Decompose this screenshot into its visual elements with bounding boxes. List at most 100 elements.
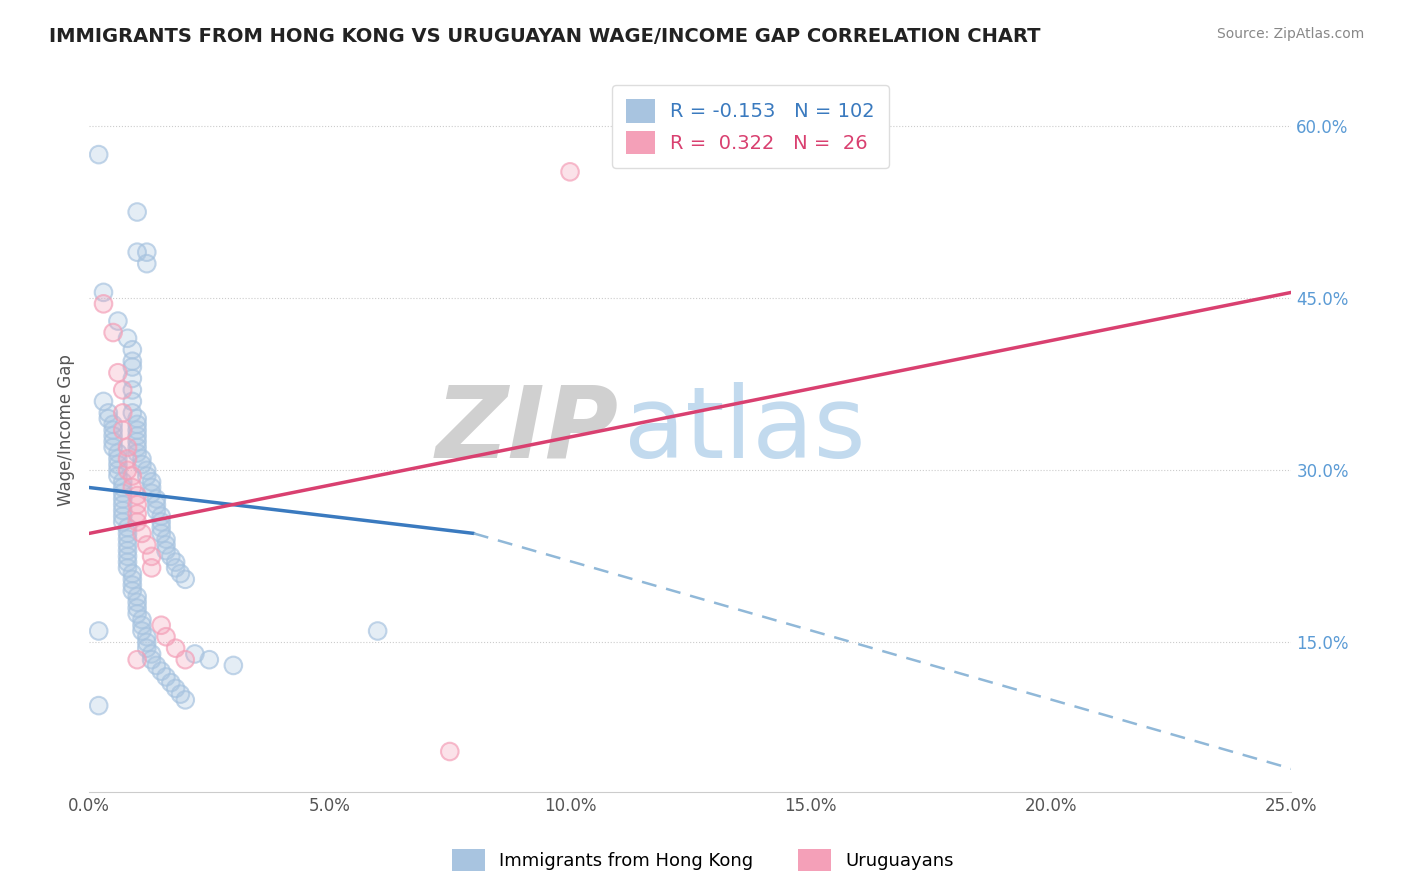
Point xyxy=(107,463,129,477)
Point xyxy=(117,538,139,552)
Text: IMMIGRANTS FROM HONG KONG VS URUGUAYAN WAGE/INCOME GAP CORRELATION CHART: IMMIGRANTS FROM HONG KONG VS URUGUAYAN W… xyxy=(49,27,1040,45)
Point xyxy=(131,451,153,466)
Point xyxy=(117,543,139,558)
Point xyxy=(155,538,177,552)
Point xyxy=(127,205,149,219)
Point xyxy=(121,583,143,598)
Point xyxy=(150,526,173,541)
Point xyxy=(155,543,177,558)
Point xyxy=(121,383,143,397)
Point xyxy=(121,583,143,598)
Legend: R = -0.153   N = 102, R =  0.322   N =  26: R = -0.153 N = 102, R = 0.322 N = 26 xyxy=(612,86,889,168)
Point xyxy=(222,658,245,673)
Point xyxy=(111,515,134,529)
Point xyxy=(111,503,134,517)
Point xyxy=(107,366,129,380)
Point xyxy=(111,509,134,524)
Point xyxy=(121,359,143,374)
Point xyxy=(155,532,177,546)
Point xyxy=(165,681,187,696)
Point xyxy=(135,257,157,271)
Point xyxy=(558,165,581,179)
Point xyxy=(117,526,139,541)
Point xyxy=(155,532,177,546)
Text: atlas: atlas xyxy=(624,382,866,479)
Point xyxy=(93,297,115,311)
Point xyxy=(145,503,167,517)
Point xyxy=(117,440,139,454)
Point xyxy=(121,566,143,581)
Point xyxy=(117,521,139,535)
Point xyxy=(150,618,173,632)
Point xyxy=(101,326,124,340)
Point xyxy=(101,423,124,437)
Point xyxy=(155,543,177,558)
Point xyxy=(127,423,149,437)
Point xyxy=(121,359,143,374)
Point xyxy=(111,498,134,512)
Point xyxy=(174,693,197,707)
Point xyxy=(101,434,124,449)
Text: Source: ZipAtlas.com: Source: ZipAtlas.com xyxy=(1216,27,1364,41)
Point xyxy=(127,446,149,460)
Point xyxy=(127,595,149,609)
Point xyxy=(121,469,143,483)
Point xyxy=(117,521,139,535)
Point xyxy=(439,745,461,759)
Point xyxy=(174,572,197,586)
Point xyxy=(165,561,187,575)
Point xyxy=(127,601,149,615)
Point xyxy=(121,578,143,592)
Point xyxy=(97,406,120,420)
Point xyxy=(141,647,163,661)
Point xyxy=(145,491,167,506)
Point xyxy=(127,411,149,425)
Point xyxy=(97,411,120,425)
Point xyxy=(127,601,149,615)
Point xyxy=(93,394,115,409)
Point xyxy=(111,383,134,397)
Point xyxy=(145,498,167,512)
Point xyxy=(150,526,173,541)
Point xyxy=(141,647,163,661)
Point xyxy=(121,406,143,420)
Point xyxy=(198,653,221,667)
Point xyxy=(121,343,143,357)
Point xyxy=(165,681,187,696)
Point xyxy=(127,507,149,521)
Point xyxy=(101,429,124,443)
Point xyxy=(127,515,149,529)
Point xyxy=(121,394,143,409)
Point xyxy=(145,658,167,673)
Point xyxy=(121,481,143,495)
Point xyxy=(117,549,139,564)
Point xyxy=(87,147,110,161)
Point xyxy=(150,515,173,529)
Point xyxy=(117,532,139,546)
Point xyxy=(121,406,143,420)
Point xyxy=(127,417,149,432)
Point xyxy=(117,543,139,558)
Point xyxy=(131,458,153,472)
Point xyxy=(184,647,207,661)
Point xyxy=(145,503,167,517)
Point xyxy=(111,383,134,397)
Point xyxy=(150,509,173,524)
Point xyxy=(141,481,163,495)
Point xyxy=(107,451,129,466)
Point xyxy=(117,451,139,466)
Point xyxy=(127,434,149,449)
Point xyxy=(101,434,124,449)
Point xyxy=(117,526,139,541)
Point xyxy=(117,440,139,454)
Point xyxy=(111,498,134,512)
Point xyxy=(127,440,149,454)
Point xyxy=(135,463,157,477)
Point xyxy=(127,607,149,621)
Point xyxy=(131,624,153,638)
Point xyxy=(174,572,197,586)
Point xyxy=(93,285,115,300)
Point xyxy=(117,451,139,466)
Point xyxy=(145,491,167,506)
Point xyxy=(107,469,129,483)
